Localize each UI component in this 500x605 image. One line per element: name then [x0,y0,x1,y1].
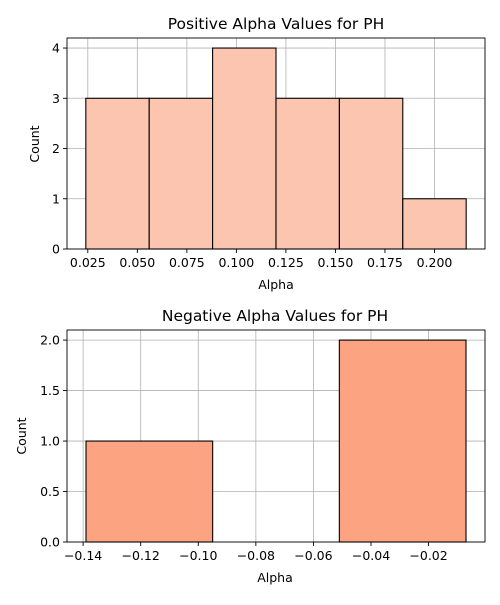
chart-title: Negative Alpha Values for PH [162,307,388,325]
y-tick-label: 2.0 [40,333,60,348]
y-tick-label: 1.5 [40,383,60,398]
histogram-bar [338,97,404,250]
y-axis-label: Count [14,417,29,454]
x-tick-label: 0.200 [417,255,453,270]
x-axis-ticks: 0.025 0.050 0.075 0.100 0.125 0.150 0.175 0.200 [70,249,453,270]
x-tick-label: 0.100 [218,255,254,270]
negative-alpha-chart: Negative Alpha Values for PH Alpha Count… [14,307,486,585]
y-tick-label: 0.5 [40,484,60,499]
x-axis-ticks: −0.14 −0.12 −0.10 −0.08 −0.06 −0.04 −0.02 [64,542,448,563]
x-tick-label: 0.175 [367,255,403,270]
x-tick-label: −0.04 [352,548,390,563]
histogram-bar [148,97,214,250]
x-tick-label: 0.150 [318,255,354,270]
y-tick-label: 4 [52,41,60,56]
x-axis-label: Alpha [257,570,293,585]
bars [85,47,467,250]
positive-alpha-chart: Positive Alpha Values for PH Alpha Count… [27,15,486,292]
x-tick-label: −0.08 [237,548,275,563]
y-tick-label: 0 [52,242,60,257]
x-tick-label: −0.14 [64,548,102,563]
bars [85,339,467,543]
x-tick-label: 0.025 [70,255,106,270]
histogram-bar [85,440,214,543]
x-axis-label: Alpha [258,277,294,292]
x-tick-label: 0.075 [169,255,205,270]
y-axis-ticks: 0 1 2 3 4 [52,41,67,257]
histogram-bar [212,47,277,250]
y-tick-label: 2 [52,141,60,156]
x-tick-label: −0.10 [179,548,217,563]
y-tick-label: 1.0 [40,434,60,449]
histogram-bar [85,97,150,250]
y-tick-label: 1 [52,191,60,206]
chart-title: Positive Alpha Values for PH [168,15,385,33]
plot-frame [66,37,486,250]
histogram-bar [275,97,340,250]
y-tick-label: 3 [52,91,60,106]
histogram-bar [402,198,467,250]
x-tick-label: 0.125 [268,255,304,270]
x-tick-label: −0.06 [294,548,332,563]
histogram-bar [338,339,467,543]
y-tick-label: 0.0 [40,535,60,550]
plot-frame [66,329,486,543]
x-tick-label: −0.02 [409,548,447,563]
x-tick-label: −0.12 [122,548,160,563]
y-axis-label: Count [27,125,42,162]
x-tick-label: 0.050 [119,255,155,270]
y-axis-ticks: 0.0 0.5 1.0 1.5 2.0 [40,333,67,550]
